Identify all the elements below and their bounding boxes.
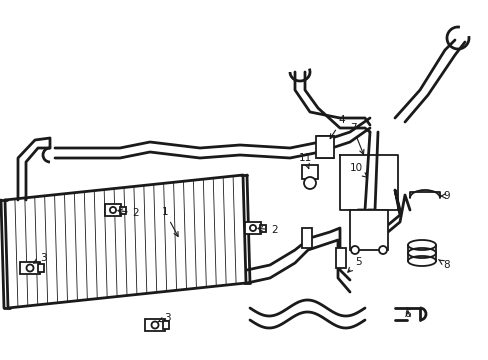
Circle shape xyxy=(304,177,315,189)
Bar xyxy=(260,225,265,231)
Circle shape xyxy=(249,225,256,231)
Text: 7: 7 xyxy=(349,123,363,154)
Text: 3: 3 xyxy=(34,253,46,263)
Bar xyxy=(335,248,346,268)
Bar xyxy=(349,210,387,250)
Text: 2: 2 xyxy=(118,208,139,218)
Circle shape xyxy=(26,265,34,271)
Circle shape xyxy=(350,246,358,254)
Text: 3: 3 xyxy=(158,313,170,323)
Text: 8: 8 xyxy=(438,260,449,270)
Bar xyxy=(302,228,311,248)
Bar xyxy=(120,207,125,213)
Text: 2: 2 xyxy=(258,225,278,235)
Bar xyxy=(104,204,121,216)
Text: 6: 6 xyxy=(404,309,410,319)
Circle shape xyxy=(378,246,386,254)
Circle shape xyxy=(151,321,158,329)
Bar xyxy=(302,165,317,179)
Text: 1: 1 xyxy=(162,207,178,237)
Text: 4: 4 xyxy=(329,115,345,139)
Bar xyxy=(38,264,44,272)
Bar xyxy=(315,136,333,158)
Bar xyxy=(163,321,169,329)
Text: 11: 11 xyxy=(298,153,311,168)
Bar xyxy=(145,319,164,332)
Bar xyxy=(20,262,40,274)
Text: 5: 5 xyxy=(347,257,361,272)
Text: 10: 10 xyxy=(349,163,367,177)
Bar xyxy=(244,222,261,234)
Circle shape xyxy=(110,207,116,213)
Text: 9: 9 xyxy=(440,191,449,201)
